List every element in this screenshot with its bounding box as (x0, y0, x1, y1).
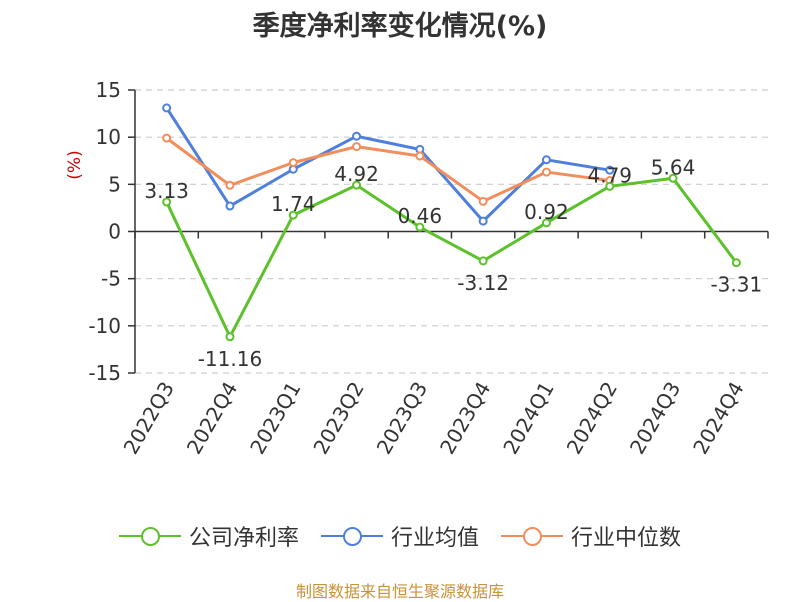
y-tick-label: -10 (88, 314, 121, 338)
data-label: 5.64 (651, 155, 696, 179)
data-point (605, 181, 615, 191)
data-label: 0.92 (524, 200, 569, 224)
legend-dot (523, 527, 542, 546)
data-point (478, 196, 488, 206)
legend-dot (342, 527, 362, 546)
legend-marker-icon (118, 524, 181, 548)
data-point (478, 216, 488, 226)
x-tick-label: 2022Q4 (182, 378, 242, 459)
chart-title: 季度净利率变化情况(%) (252, 11, 548, 42)
series-line (165, 107, 610, 223)
legend-item[interactable]: 行业中位数 (501, 520, 681, 552)
data-point (225, 201, 235, 211)
legend-item[interactable]: 公司净利率 (118, 520, 299, 552)
data-point (225, 180, 235, 190)
data-point (541, 218, 551, 228)
x-tick-label: 2024Q1 (498, 378, 558, 459)
data-label: 0.46 (398, 204, 443, 228)
data-label: -3.12 (457, 271, 509, 295)
data-point (668, 173, 678, 183)
source-label: 制图数据来自恒生聚源数据库 (295, 582, 504, 601)
data-point (541, 155, 551, 165)
data-point (162, 103, 172, 113)
y-tick-label: 0 (108, 220, 121, 244)
legend-item[interactable]: 行业均值 (320, 520, 479, 552)
series-line (165, 176, 738, 339)
data-label: 3.13 (144, 179, 189, 203)
legend-label: 行业中位数 (571, 526, 682, 551)
x-tick-label: 2023Q1 (245, 378, 305, 459)
legend-dot (140, 527, 160, 546)
x-tick-label: 2024Q3 (625, 378, 685, 459)
data-point (162, 197, 172, 207)
data-point (415, 222, 425, 232)
y-tick-label: -5 (101, 267, 121, 291)
data-label: 1.74 (271, 192, 316, 216)
legend-label: 行业均值 (390, 526, 479, 551)
legend: 公司净利率 行业均值 行业中位数 (0, 520, 800, 552)
data-label: -11.16 (198, 347, 262, 371)
data-point (288, 210, 298, 220)
x-tick-label: 2024Q2 (562, 378, 622, 459)
data-label: 4.79 (587, 163, 632, 187)
legend-marker-icon (501, 524, 563, 548)
x-tick-label: 2023Q4 (435, 378, 495, 459)
legend-label: 公司净利率 (188, 526, 299, 551)
data-point (605, 165, 615, 175)
x-tick-label: 2024Q4 (688, 378, 748, 459)
y-tick-label: 15 (96, 78, 121, 102)
data-point (541, 167, 551, 177)
series-line (165, 136, 610, 203)
x-tick-label: 2023Q2 (308, 378, 368, 459)
data-point (415, 151, 425, 161)
x-tick-label: 2022Q3 (119, 378, 179, 459)
data-point (225, 332, 235, 342)
x-tick-label: 2023Q3 (372, 378, 432, 459)
y-axis-label: (%) (65, 150, 85, 179)
y-tick-label: 10 (96, 125, 121, 149)
data-point (352, 180, 362, 190)
data-point (352, 142, 362, 152)
data-point (352, 131, 362, 141)
data-point (731, 258, 741, 268)
y-tick-label: 5 (108, 172, 121, 196)
y-tick-label: -15 (88, 361, 121, 385)
data-label: -3.31 (710, 273, 762, 297)
data-label: 4.92 (334, 162, 379, 186)
data-point (288, 158, 298, 168)
legend-marker-icon (320, 524, 383, 548)
data-point (478, 256, 488, 266)
data-point (162, 133, 172, 143)
